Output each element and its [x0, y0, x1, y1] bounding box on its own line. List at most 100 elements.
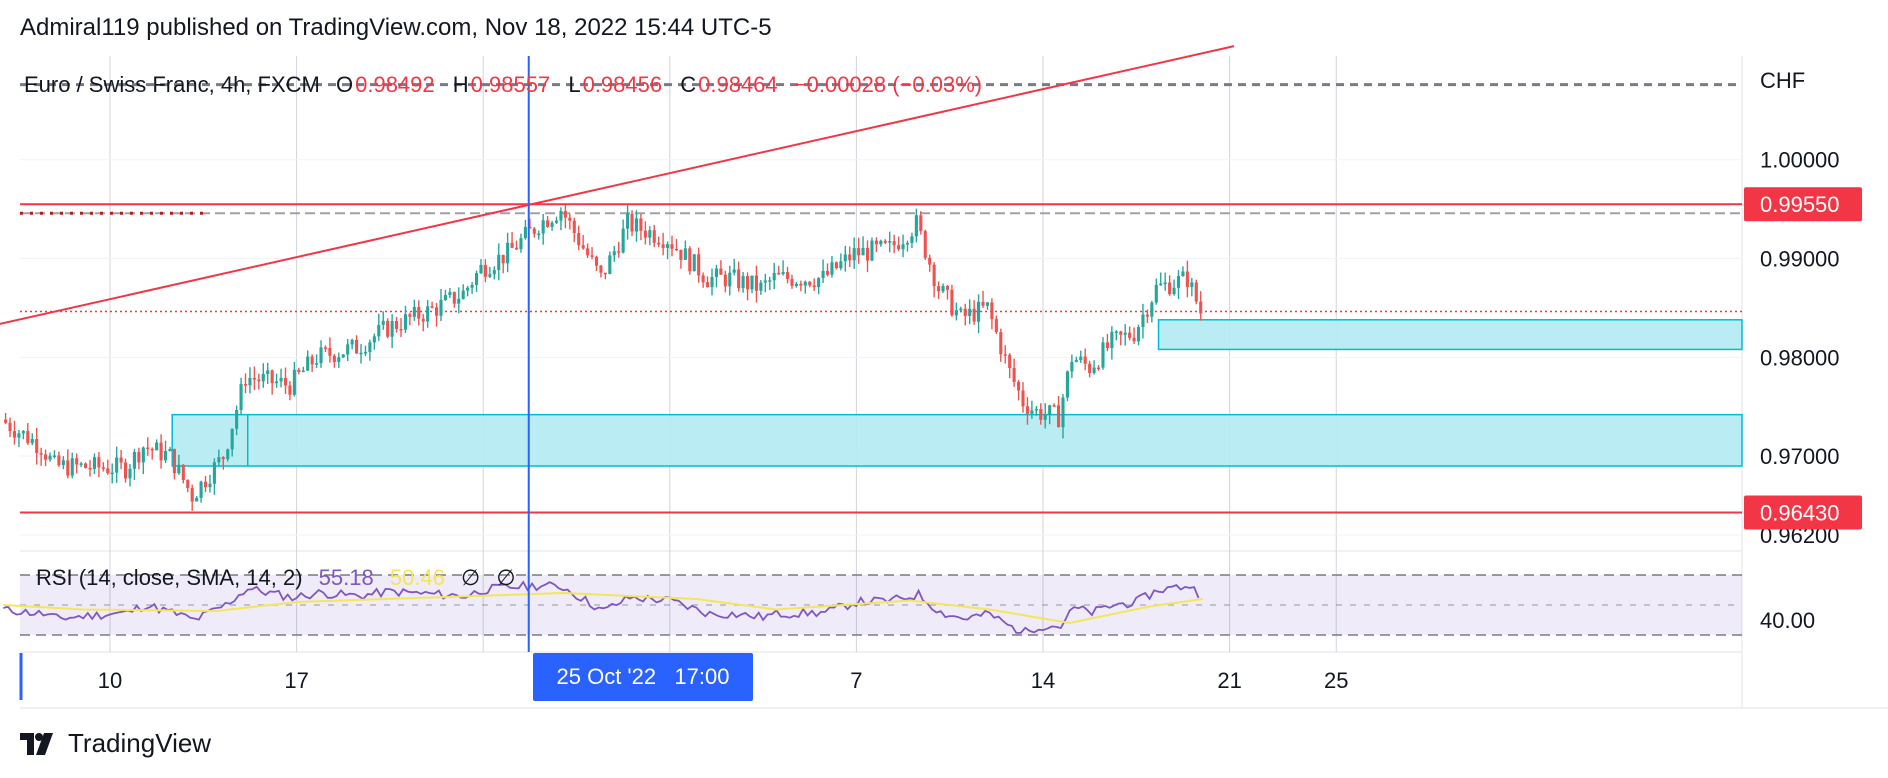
candle-body	[541, 220, 545, 234]
candle-body	[874, 240, 878, 245]
candle	[661, 232, 665, 256]
candle	[146, 437, 150, 456]
candle	[528, 218, 532, 229]
candle	[572, 217, 576, 243]
candle	[745, 272, 750, 301]
candle-body	[70, 458, 74, 476]
candle-body	[657, 242, 661, 245]
candle	[626, 204, 630, 240]
candle-body	[337, 357, 341, 362]
candle-body	[212, 462, 216, 484]
candle	[172, 448, 176, 480]
candle	[817, 277, 821, 295]
candle	[972, 300, 976, 325]
candle-body	[417, 306, 421, 319]
candle	[905, 240, 910, 252]
candle	[1088, 360, 1092, 378]
candle-body	[1141, 314, 1145, 328]
candle	[1176, 270, 1181, 300]
price-level-badge-label: 0.96430	[1760, 500, 1840, 525]
candle-body	[461, 290, 465, 299]
candle	[1154, 278, 1158, 305]
candle-body	[843, 254, 847, 262]
candle	[70, 452, 74, 479]
candle	[181, 464, 185, 484]
candle	[506, 232, 510, 273]
candle	[474, 270, 479, 292]
candle	[1123, 324, 1127, 346]
candle-body	[621, 228, 625, 253]
candle-body	[777, 272, 781, 275]
candle-body	[892, 241, 896, 246]
candle-body	[883, 240, 887, 243]
time-tick-label: 25	[1324, 668, 1348, 693]
candle	[306, 350, 310, 371]
candle-body	[221, 457, 225, 460]
candle-body	[177, 464, 181, 474]
candle-body	[1088, 363, 1092, 373]
candle-body	[785, 272, 790, 279]
open-value: 0.98492	[355, 72, 435, 97]
candle-body	[857, 248, 861, 256]
candle	[1048, 404, 1052, 425]
candle-body	[679, 249, 683, 260]
candle-body	[745, 276, 750, 290]
candle	[777, 265, 781, 275]
candle-body	[466, 287, 470, 291]
candle-body	[710, 276, 714, 288]
candle	[75, 453, 79, 474]
demand-zone	[171, 413, 1743, 467]
candle-body	[163, 451, 168, 461]
candle	[648, 226, 652, 246]
candle	[212, 458, 216, 495]
candle-body	[319, 347, 323, 364]
rsi-band	[20, 575, 1742, 635]
candle	[843, 245, 847, 272]
candle	[1168, 275, 1172, 296]
candle-body	[932, 264, 936, 287]
candle-body	[914, 215, 918, 237]
symbol-name: Euro / Swiss Franc, 4h, FXCM	[24, 72, 320, 97]
candle	[452, 291, 456, 308]
candle	[150, 447, 154, 460]
symbol-legend: Euro / Swiss Franc, 4h, FXCM O0.98492 H0…	[24, 72, 982, 97]
candle-body	[617, 251, 621, 253]
candle	[350, 338, 354, 350]
candle	[985, 302, 990, 310]
candle	[195, 495, 199, 502]
candle	[732, 258, 736, 276]
tradingview-footer[interactable]: TradingView	[20, 728, 211, 759]
candle-body	[643, 230, 647, 238]
candle	[754, 265, 758, 303]
candle-body	[452, 292, 456, 304]
candle	[155, 439, 159, 451]
candle	[759, 280, 763, 295]
candle	[8, 417, 12, 438]
candle-body	[1159, 283, 1163, 286]
candle-body	[159, 442, 163, 461]
candle	[39, 447, 43, 466]
candle-body	[981, 301, 985, 306]
rsi-null-2: ∅	[496, 565, 515, 590]
candle	[603, 272, 607, 280]
candle-body	[923, 231, 927, 258]
candle-body	[12, 431, 17, 438]
candle	[1021, 382, 1025, 413]
candle-body	[594, 256, 599, 266]
candle	[1194, 279, 1198, 305]
candle	[808, 280, 812, 288]
candlesticks	[4, 204, 1203, 511]
candle	[879, 239, 883, 247]
candle-body	[26, 430, 30, 444]
candle	[275, 373, 279, 388]
candle-body	[101, 467, 105, 469]
candle-body	[910, 236, 914, 243]
main-pane[interactable]	[20, 56, 1742, 550]
candle	[763, 273, 767, 293]
candle	[1150, 300, 1154, 323]
candle-body	[377, 324, 381, 337]
candle	[728, 265, 732, 296]
candle-body	[697, 254, 701, 276]
candle	[977, 294, 981, 334]
